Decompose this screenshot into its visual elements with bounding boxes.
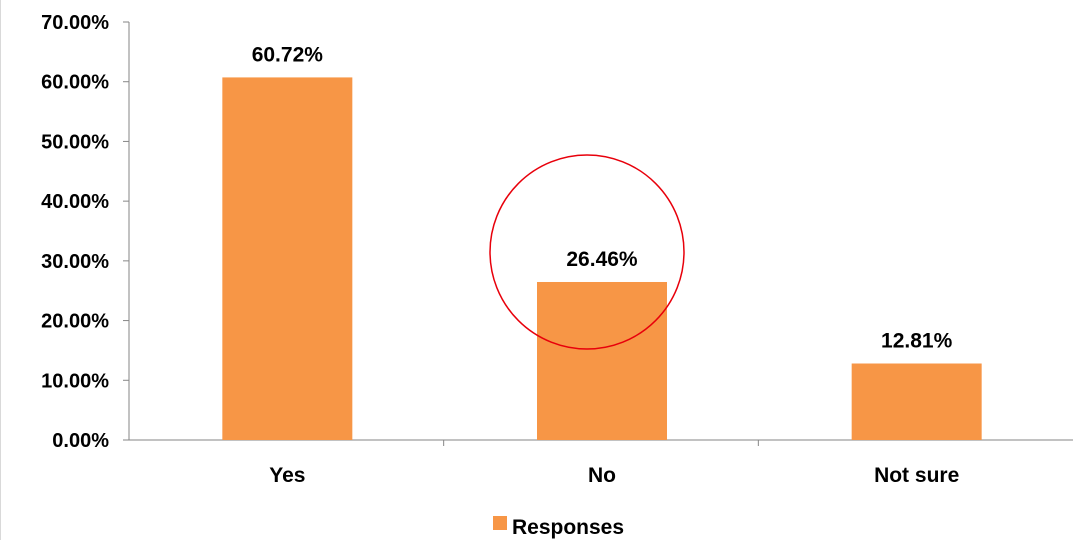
highlight-circle [489, 154, 685, 350]
y-tick-label: 70.00% [41, 12, 109, 34]
data-label: 12.81% [881, 330, 953, 353]
x-category-label: Not sure [874, 464, 959, 487]
y-tick-label: 30.00% [41, 251, 109, 273]
data-label: 26.46% [566, 248, 638, 271]
y-tick-label: 20.00% [41, 311, 109, 333]
data-label: 60.72% [252, 43, 324, 66]
bar-no [537, 281, 667, 440]
legend-swatch [493, 516, 507, 530]
x-category-label: Yes [269, 464, 305, 487]
y-tick-label: 60.00% [41, 72, 109, 94]
y-tick-label: 50.00% [41, 131, 109, 153]
y-tick-label: 0.00% [52, 430, 109, 452]
bar-not-sure [851, 363, 982, 440]
x-category-label: No [588, 464, 616, 487]
y-tick-label: 10.00% [41, 370, 109, 392]
legend-label: Responses [512, 516, 624, 539]
bar-yes [222, 77, 353, 440]
y-tick-label: 40.00% [41, 191, 109, 213]
